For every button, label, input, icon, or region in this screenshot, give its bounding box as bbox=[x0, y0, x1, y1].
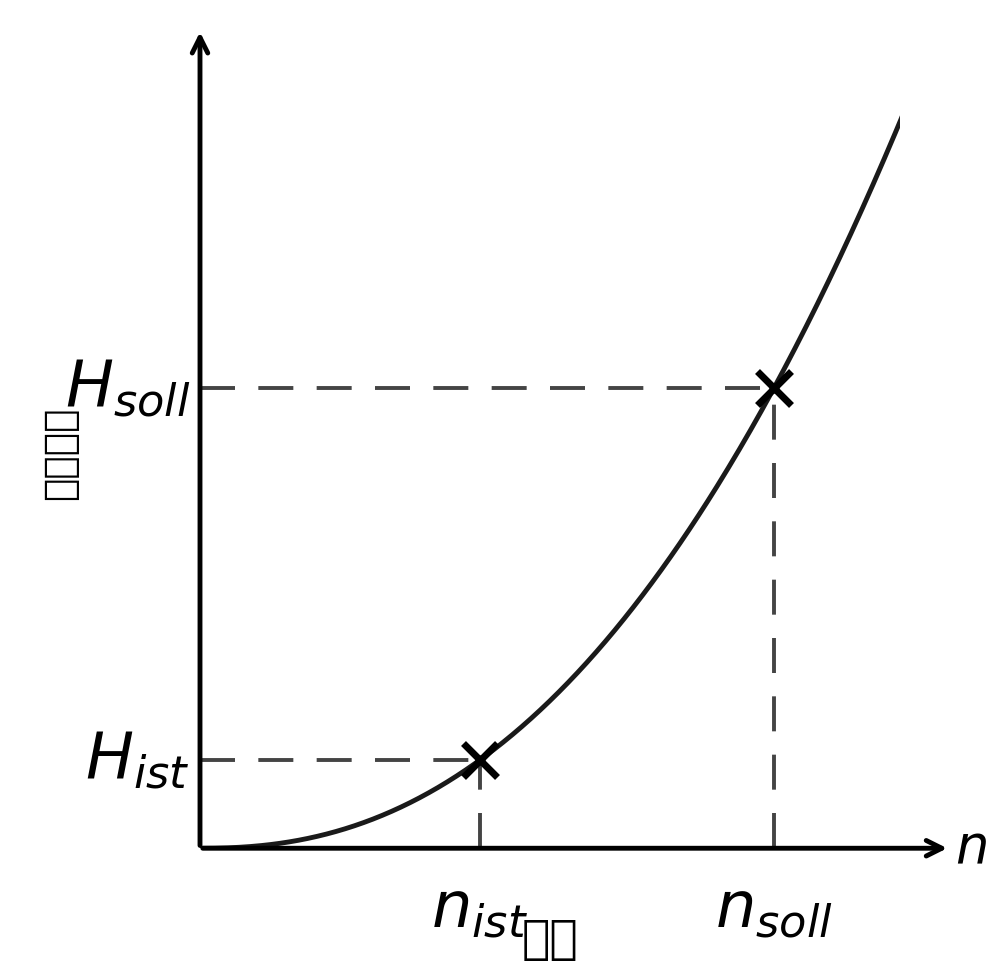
Text: $n_{ist}$: $n_{ist}$ bbox=[431, 878, 529, 940]
Text: $H_{ist}$: $H_{ist}$ bbox=[85, 729, 190, 791]
Text: $H_{soll}$: $H_{soll}$ bbox=[65, 357, 190, 419]
Text: 转速: 转速 bbox=[522, 918, 578, 963]
Text: $n_{soll}$: $n_{soll}$ bbox=[715, 878, 833, 940]
Text: $n$: $n$ bbox=[955, 822, 987, 875]
Text: 输送高度: 输送高度 bbox=[41, 407, 79, 500]
